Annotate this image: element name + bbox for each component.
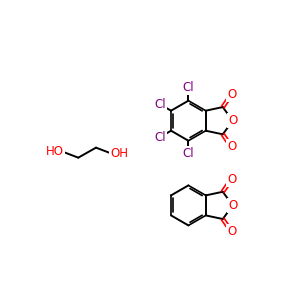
Text: Cl: Cl: [154, 131, 166, 144]
Text: OH: OH: [110, 147, 128, 160]
Text: O: O: [228, 114, 237, 127]
Text: O: O: [228, 199, 237, 212]
Text: Cl: Cl: [183, 81, 194, 94]
Text: O: O: [227, 140, 236, 153]
Text: O: O: [227, 173, 236, 186]
Text: O: O: [227, 225, 236, 238]
Text: HO: HO: [46, 145, 64, 158]
Text: O: O: [227, 88, 236, 101]
Text: Cl: Cl: [183, 147, 194, 160]
Text: Cl: Cl: [154, 98, 166, 111]
